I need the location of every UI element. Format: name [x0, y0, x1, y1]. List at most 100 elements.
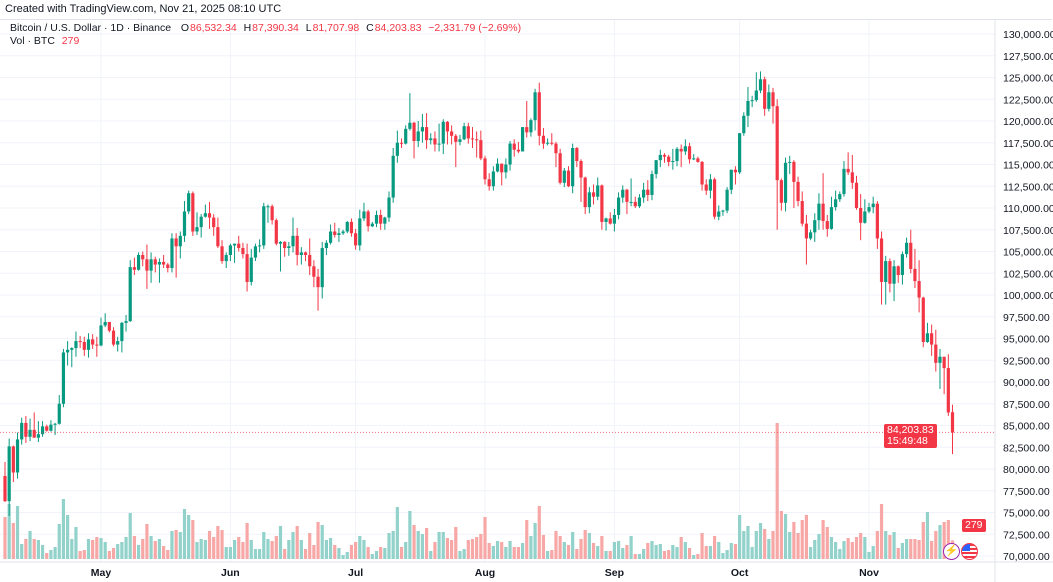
volume-bar — [792, 522, 796, 559]
volume-bar — [266, 539, 270, 559]
volume-bar — [391, 531, 395, 559]
volume-bar — [775, 423, 779, 559]
volume-bar — [846, 538, 850, 559]
volume-bar — [904, 539, 909, 559]
volume-bar — [91, 540, 95, 559]
time-tick-label: Aug — [475, 567, 495, 579]
volume-bar — [187, 515, 191, 559]
symbol-title[interactable]: Bitcoin / U.S. Dollar · 1D · Binance — [10, 22, 172, 34]
candle-body — [36, 434, 40, 438]
volume-bar — [767, 539, 771, 559]
candle-body — [800, 201, 804, 224]
volume-bar — [733, 544, 738, 559]
volume-bar — [717, 542, 721, 559]
volume-bar — [921, 522, 925, 559]
candle-body — [888, 261, 892, 284]
candle-body — [61, 352, 66, 404]
candle-body — [383, 217, 387, 224]
candle-body — [913, 268, 917, 282]
candle-body — [646, 189, 650, 195]
volume-bar — [162, 546, 166, 559]
candle-body — [879, 238, 884, 282]
candle-body — [621, 189, 625, 198]
volume-bar — [692, 555, 696, 559]
volume-bar — [61, 499, 66, 559]
volume-bar — [829, 537, 834, 559]
legend-ohlc-row: Bitcoin / U.S. Dollar · 1D · Binance O86… — [10, 22, 522, 35]
candle-body — [116, 341, 120, 345]
candle-body — [162, 261, 166, 265]
candle-body — [863, 211, 867, 223]
candle-body — [128, 267, 132, 322]
volume-bar — [917, 540, 921, 559]
candle-body — [24, 422, 28, 437]
volume-bar — [107, 551, 111, 559]
volume-bar — [616, 541, 621, 559]
volume-bar — [429, 551, 433, 559]
candle-body — [483, 158, 487, 180]
chart-frame — [0, 19, 1052, 582]
candle-body — [74, 341, 78, 349]
candle-body — [399, 142, 404, 144]
price-tick-label: 110,000.00 — [1003, 203, 1053, 215]
candle-body — [220, 246, 224, 262]
candle-body — [687, 146, 692, 160]
time-tick-label: Jun — [221, 567, 240, 579]
candle-body — [345, 221, 349, 232]
candle-body — [625, 189, 629, 202]
volume-bar — [274, 536, 278, 559]
volume-bar — [136, 545, 141, 559]
price-tick-label: 77,500.00 — [1003, 486, 1050, 498]
volume-bar — [258, 549, 262, 559]
volume-bar — [379, 547, 383, 559]
candle-body — [32, 429, 36, 438]
candle-body — [441, 121, 445, 144]
volume-bar — [245, 523, 249, 559]
volume-bar — [487, 543, 491, 559]
candle-body — [859, 208, 863, 223]
price-tick-label: 82,500.00 — [1003, 442, 1050, 454]
candle-body — [596, 185, 600, 197]
candle-body — [412, 122, 416, 142]
candle-body — [546, 142, 550, 144]
price-tick-label: 115,000.00 — [1003, 160, 1053, 172]
volume-bar — [529, 536, 533, 559]
volume-bar — [11, 523, 15, 559]
price-tick-label: 72,500.00 — [1003, 529, 1050, 541]
volume-title[interactable]: Vol · BTC — [10, 35, 55, 47]
candle-body — [788, 161, 792, 163]
candle-body — [132, 267, 136, 270]
volume-bar — [86, 539, 91, 559]
candle-body — [692, 158, 696, 160]
volume-bar — [66, 515, 70, 559]
volume-bar — [583, 530, 587, 559]
lightning-icon[interactable]: ⚡ — [943, 543, 960, 560]
candle-body — [320, 248, 324, 288]
volume-bar — [82, 550, 86, 559]
candle-body — [253, 246, 258, 258]
volume-bar — [913, 539, 917, 559]
candle-body — [808, 232, 813, 239]
volume-bar — [283, 549, 287, 559]
volume-bar — [533, 523, 537, 559]
candle-body — [900, 254, 905, 275]
candle-body — [637, 197, 642, 207]
candle-body — [212, 217, 216, 228]
candle-body — [821, 203, 825, 222]
candle-body — [262, 206, 266, 246]
candle-body — [57, 403, 61, 424]
volume-bar — [712, 536, 717, 559]
volume-bar — [191, 520, 195, 559]
volume-bar — [825, 527, 829, 559]
candle-body — [921, 297, 925, 342]
us-flag-icon[interactable] — [961, 543, 978, 560]
volume-bar — [612, 542, 617, 559]
volume-bar — [475, 537, 479, 559]
volume-bar — [667, 550, 671, 559]
candle-body — [796, 181, 800, 202]
price-axis: 130,000.00 127,500.00 125,000.00 122,500.00… — [1003, 29, 1053, 563]
candle-body — [45, 426, 49, 431]
volume-bar — [370, 554, 374, 559]
volume-bar — [383, 548, 387, 559]
